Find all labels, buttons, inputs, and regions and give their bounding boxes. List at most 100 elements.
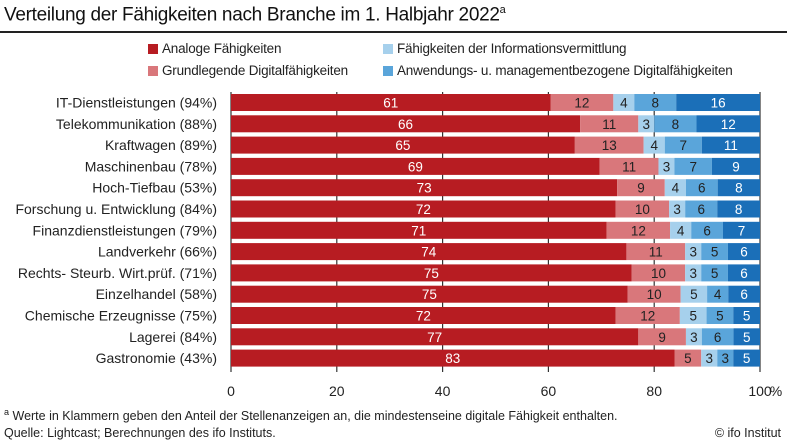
legend-item-analog: Analoge Fähigkeiten (148, 41, 281, 56)
bar-segment (231, 243, 627, 261)
data-label: 8 (651, 96, 659, 111)
data-label: 9 (637, 181, 645, 196)
bar-segment (550, 94, 614, 111)
legend-item-information: Fähigkeiten der Informationsvermittlung (383, 41, 627, 56)
footnote: a Werte in Klammern geben den Anteil der… (4, 407, 618, 424)
data-label: 3 (705, 351, 713, 366)
bar-segment (717, 200, 760, 218)
data-label: 75 (422, 287, 437, 302)
category-label: Finanzdienstleistungen (79%) (33, 222, 217, 238)
bar-segment (707, 285, 729, 303)
data-label: 6 (740, 287, 748, 302)
x-tick-label: 20 (329, 383, 345, 399)
data-label: 11 (649, 245, 663, 260)
data-label: 72 (416, 202, 431, 217)
bar-segment (231, 328, 639, 346)
bar-segment (638, 328, 686, 346)
bar-segment (654, 115, 697, 133)
bar-segment (664, 136, 702, 154)
bar-segment (617, 179, 665, 197)
bar-segment (679, 307, 707, 324)
bar-segment (728, 285, 760, 303)
bar-segment (580, 115, 639, 133)
data-label: 11 (724, 138, 738, 153)
x-tick-label: 0 (227, 383, 235, 399)
data-label: 5 (716, 309, 724, 324)
bar-segment (634, 94, 677, 111)
data-label: 5 (743, 309, 751, 324)
data-label: 4 (620, 96, 628, 111)
data-label: 3 (673, 202, 681, 217)
data-label: 6 (740, 266, 748, 281)
bar-segment (669, 200, 686, 218)
data-label: 4 (714, 287, 722, 302)
bar-segment (231, 115, 581, 133)
category-label: Gastronomie (43%) (96, 350, 217, 366)
data-label: 71 (411, 223, 426, 238)
data-label: 5 (711, 245, 719, 260)
bar-segment (670, 221, 692, 239)
bar-segment (627, 285, 681, 303)
data-label: 5 (689, 309, 697, 324)
data-label: 65 (395, 138, 410, 153)
data-label: 75 (424, 266, 439, 281)
bar-segment (696, 115, 760, 133)
data-label: 11 (602, 117, 616, 132)
data-label: 4 (677, 223, 685, 238)
data-label: 3 (663, 159, 671, 174)
bar-segment (615, 307, 680, 324)
category-label: Telekommunikation (88%) (56, 116, 217, 132)
legend-swatch (383, 44, 393, 54)
category-label: IT-Dienstleistungen (94%) (56, 95, 217, 111)
chart-title: Verteilung der Fähigkeiten nach Branche … (4, 4, 506, 26)
data-label: 83 (445, 351, 460, 366)
data-label: 5 (684, 351, 692, 366)
bar-segment (722, 221, 760, 239)
x-unit-label: % (770, 383, 782, 399)
legend-swatch (383, 66, 393, 76)
data-label: 3 (722, 351, 730, 366)
bar-segment (615, 200, 670, 218)
bar-segment (231, 200, 616, 218)
bar-segment (680, 285, 708, 303)
bar-segment (685, 179, 718, 197)
data-label: 7 (689, 159, 697, 174)
data-label: 72 (416, 309, 431, 324)
data-label: 9 (658, 330, 666, 345)
data-label: 7 (738, 223, 746, 238)
bar-segment (664, 179, 686, 197)
data-label: 6 (698, 181, 706, 196)
data-label: 5 (711, 266, 719, 281)
bar-segment (717, 179, 760, 197)
category-label: Rechts- Steurb. Wirt.prüf. (71%) (18, 265, 217, 281)
data-label: 12 (721, 117, 736, 132)
legend-item-basic-digital: Grundlegende Digitalfähigkeiten (148, 63, 348, 78)
bar-segment (638, 115, 655, 133)
source-note: Quelle: Lightcast; Berechnungen des ifo … (4, 426, 276, 440)
bar-segment (231, 264, 632, 282)
data-label: 3 (690, 330, 698, 345)
bar-segment (676, 94, 760, 111)
bar-segment (231, 349, 675, 367)
bar-segment (685, 264, 702, 282)
bar-segment (631, 264, 686, 282)
data-label: 12 (631, 223, 646, 238)
data-label: 9 (732, 159, 740, 174)
category-label: Kraftwagen (89%) (105, 137, 217, 153)
data-label: 69 (408, 159, 423, 174)
data-label: 12 (640, 309, 655, 324)
bar-segment (626, 243, 686, 261)
data-label: 8 (735, 202, 743, 217)
data-label: 12 (574, 96, 589, 111)
bar-segment (711, 157, 760, 175)
data-label: 74 (421, 245, 437, 260)
bar-segment (733, 349, 760, 367)
bar-segment (701, 136, 760, 154)
bar-segment (685, 200, 718, 218)
bar-segment (613, 94, 635, 111)
category-label: Maschinenbau (78%) (85, 158, 217, 174)
data-label: 8 (672, 117, 680, 132)
copyright: © ifo Institut (714, 426, 781, 440)
bar-segment (231, 285, 628, 303)
